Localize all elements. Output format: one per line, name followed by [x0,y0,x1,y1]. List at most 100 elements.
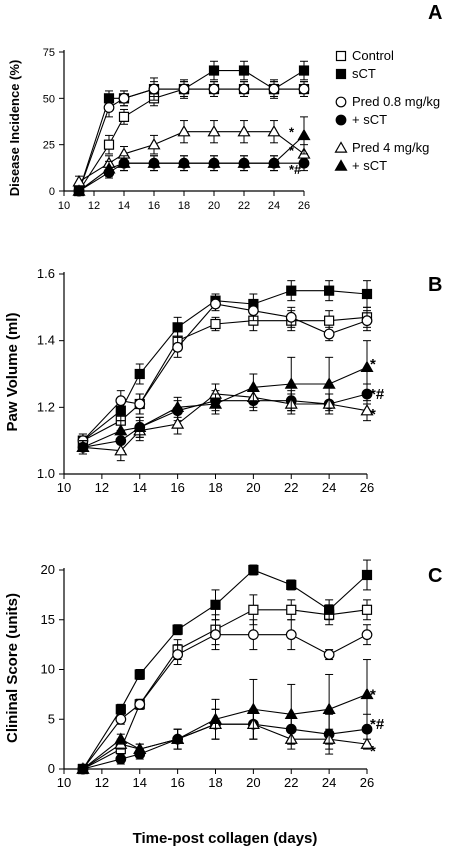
data-point-b [247,305,259,317]
data-point-a [207,156,221,168]
data-point-b [172,322,183,333]
series-a-2 [73,81,310,197]
data-point-a [117,156,131,168]
data-point-a [237,156,251,168]
y-tick-label-a: 75 [43,47,55,59]
x-tick-label-b: 16 [170,480,184,495]
data-point-c [210,599,221,610]
x-tick-label-b: 26 [360,480,374,495]
x-axis-label: Time-post collagen (days) [133,830,318,847]
data-point-b [114,443,128,456]
data-point-c [324,604,335,615]
panel-b: B Paw Volume (ml) 10 12 14 16 18 20 22 24 26 1.0 1… [4,266,442,495]
data-point-b [323,328,335,340]
y-tick-label-c: 5 [48,711,55,726]
y-tick-label-c: 10 [41,662,55,677]
data-point-b [134,398,146,410]
data-point-c [115,753,127,765]
data-point-c [360,687,374,700]
data-point-b [208,397,223,409]
significance-annotation-a: * [289,125,295,140]
data-point-c [115,704,126,715]
panel-a: A Disease Incidence (%) 10 12 14 16 18 20 22 24… [7,2,442,212]
series-c-5 [76,659,374,774]
data-point-b [324,285,335,296]
y-tick-label-c: 15 [41,612,55,627]
significance-annotation-c: * [370,743,376,760]
data-point-b [172,341,184,353]
series-b-2 [77,296,373,448]
data-point-a [178,83,190,95]
x-tick-label-b: 24 [322,480,336,495]
data-point-a [298,65,310,76]
x-tick-label-b: 20 [246,480,260,495]
x-tick-label-c: 18 [208,775,222,790]
y-tick-label-b: 1.2 [37,399,55,414]
y-tick-label-b: 1.4 [37,333,55,348]
data-point-b [115,395,127,407]
data-point-b [360,360,374,373]
x-tick-label-b: 14 [133,480,147,495]
legend-marker [335,68,347,80]
x-tick-label-c: 10 [57,775,71,790]
data-point-c [284,707,298,720]
x-tick-label-b: 10 [57,480,71,495]
data-point-b [361,288,373,300]
data-point-b [114,423,128,436]
x-tick-label-a: 22 [238,200,250,212]
data-point-b [286,285,297,296]
data-point-b [324,315,335,326]
data-point-c [360,737,374,749]
data-point-c [322,702,336,715]
data-point-b [246,380,260,393]
legend-label: + sCT [352,158,387,173]
significance-annotation-c: * [370,686,376,703]
data-point-b [171,400,185,413]
data-point-c [248,564,259,576]
data-point-b [171,417,185,429]
panel-letter-c: C [428,565,442,587]
x-tick-label-a: 24 [268,200,280,212]
legend-label: Pred 0.8 mg/kg [352,94,440,109]
data-point-a [238,65,250,76]
data-point-a [147,156,161,168]
legend-label: Control [352,48,394,63]
significance-annotation-b: * [370,356,376,373]
data-point-c [133,742,147,754]
legend-marker [335,96,347,108]
data-point-a [177,156,191,168]
legend-label: + sCT [352,112,387,127]
data-point-a [208,65,220,76]
data-point-b [285,311,297,323]
legend-marker [335,114,347,126]
data-point-a [118,111,130,122]
significance-annotation-b: * [370,406,376,423]
x-tick-label-a: 12 [88,200,100,212]
panel-c: C Clininal Score (units) 10 12 14 16 18 20 22 2… [4,559,442,790]
data-point-c [208,712,223,724]
y-axis-label-c: Clininal Score (units) [4,593,21,743]
x-tick-label-b: 18 [208,480,222,495]
y-axis-label-b: Paw Volume (ml) [4,313,21,432]
x-tick-label-c: 22 [284,775,298,790]
x-tick-label-c: 12 [95,775,109,790]
data-point-c [114,732,128,744]
data-point-a [103,102,115,113]
data-point-c [171,732,185,744]
x-tick-label-a: 10 [58,200,70,212]
x-tick-label-c: 14 [133,775,147,790]
legend-marker [334,141,348,153]
significance-annotation-a: * [289,143,295,158]
x-tick-label-a: 16 [148,200,160,212]
data-point-b [360,403,374,416]
y-tick-label-c: 0 [48,761,55,776]
data-point-c [76,762,90,774]
data-point-c [134,698,146,710]
data-point-c [361,569,373,581]
data-point-c [210,629,221,641]
data-point-a [267,124,281,137]
data-point-c [246,702,260,715]
x-tick-label-c: 20 [246,775,260,790]
x-tick-label-b: 12 [95,480,109,495]
